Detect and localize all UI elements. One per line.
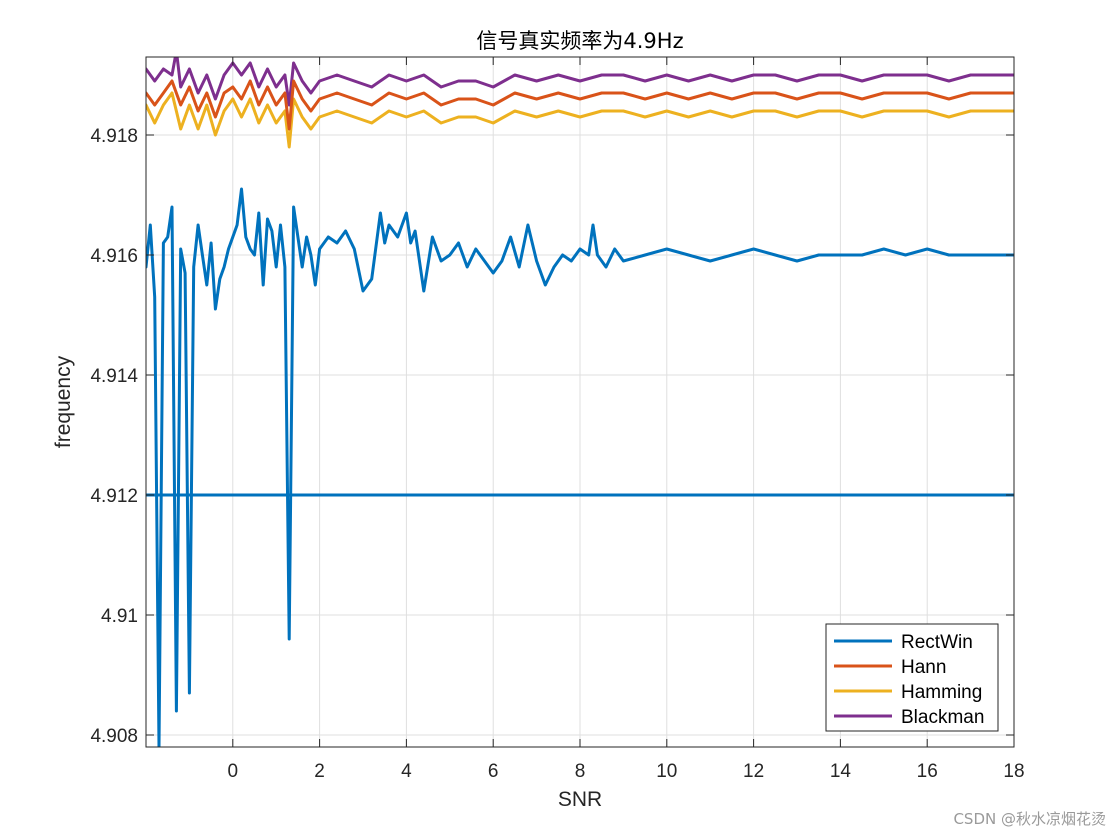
x-axis-label: SNR bbox=[558, 788, 602, 811]
legend-label-hann: Hann bbox=[901, 657, 946, 678]
ticks bbox=[146, 57, 1015, 747]
x-tick-label: 8 bbox=[575, 761, 586, 782]
y-tick-label: 4.914 bbox=[90, 366, 138, 387]
x-tick-label: 6 bbox=[488, 761, 499, 782]
legend: RectWin Hann Hamming Blackman bbox=[825, 623, 999, 732]
series-group bbox=[146, 57, 1014, 747]
x-tick-labels: 0 2 4 6 8 10 12 14 16 18 bbox=[228, 761, 1025, 782]
plot-area bbox=[146, 57, 1014, 747]
legend-label-rectwin: RectWin bbox=[901, 632, 973, 653]
x-tick-label: 4 bbox=[401, 761, 412, 782]
legend-label-hamming: Hamming bbox=[901, 682, 982, 703]
y-axis-label: frequency bbox=[52, 355, 75, 448]
y-tick-labels: 4.908 4.91 4.912 4.914 4.916 4.918 bbox=[90, 126, 138, 747]
y-tick-label: 4.918 bbox=[90, 126, 138, 147]
legend-label-blackman: Blackman bbox=[901, 707, 984, 728]
series-line-hann bbox=[146, 79, 1014, 131]
y-tick-label: 4.912 bbox=[90, 486, 138, 507]
legend-items: RectWin Hann Hamming Blackman bbox=[834, 632, 984, 728]
y-tick-label: 4.908 bbox=[90, 726, 138, 747]
x-tick-label: 16 bbox=[917, 761, 938, 782]
series-line-rectwin bbox=[146, 187, 1014, 747]
series-line-blackman bbox=[146, 57, 1014, 107]
x-tick-label: 2 bbox=[314, 761, 325, 782]
x-tick-label: 0 bbox=[228, 761, 239, 782]
x-tick-label: 14 bbox=[830, 761, 852, 782]
y-tick-label: 4.91 bbox=[101, 606, 138, 627]
x-tick-label: 10 bbox=[656, 761, 677, 782]
y-tick-label: 4.916 bbox=[90, 246, 138, 267]
x-tick-label: 18 bbox=[1003, 761, 1024, 782]
chart-title: 信号真实频率为4.9Hz bbox=[476, 29, 683, 53]
x-tick-label: 12 bbox=[743, 761, 764, 782]
series-line-hamming bbox=[146, 91, 1014, 149]
watermark: CSDN @秋水凉烟花烫 bbox=[953, 810, 1106, 828]
